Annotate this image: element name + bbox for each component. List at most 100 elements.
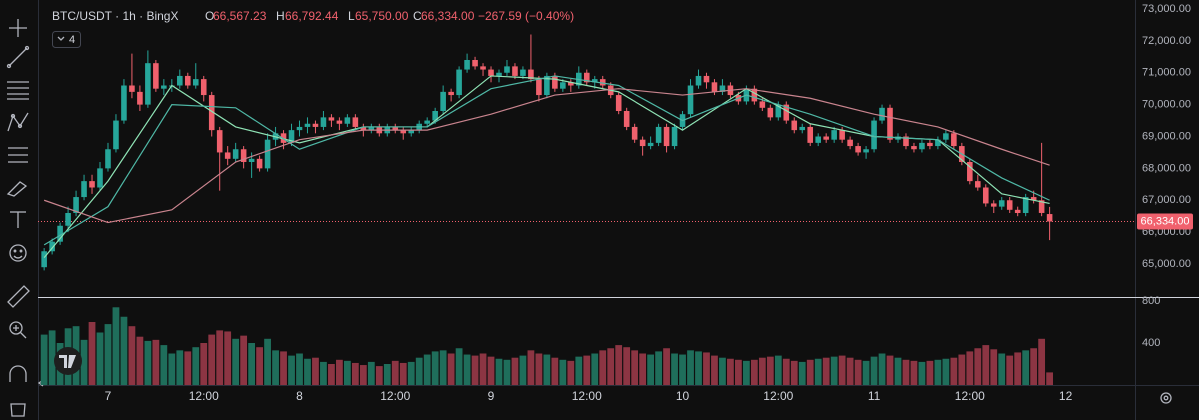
- volume-bar: [463, 354, 471, 385]
- candle-body: [783, 104, 790, 121]
- volume-bar: [383, 363, 391, 385]
- candle-body: [232, 149, 239, 159]
- delete-tool[interactable]: [10, 403, 26, 417]
- volume-bar: [144, 340, 152, 385]
- candle-body: [312, 123, 319, 127]
- candle-body: [687, 85, 694, 115]
- volume-bar: [838, 355, 846, 385]
- fib-tool[interactable]: [8, 147, 28, 163]
- crosshair-tool[interactable]: [9, 19, 27, 37]
- volume-bar: [343, 360, 351, 385]
- candle-body: [631, 126, 638, 140]
- volume-bar: [910, 360, 918, 385]
- volume-bar: [663, 348, 670, 385]
- candle-body: [184, 75, 191, 86]
- magnet-tool[interactable]: [9, 365, 27, 382]
- volume-bar: [583, 355, 591, 385]
- candle-body: [240, 149, 247, 162]
- volume-bar: [104, 324, 112, 385]
- candle-body: [751, 88, 758, 102]
- candle-body: [871, 120, 877, 150]
- volume-bar: [184, 351, 192, 385]
- candle-body: [496, 72, 502, 76]
- candle-body: [711, 82, 718, 92]
- candle-body: [863, 149, 869, 153]
- lines-tool[interactable]: [7, 81, 29, 100]
- emoji-tool[interactable]: [9, 244, 27, 262]
- x-tick-label: 12: [1059, 389, 1073, 403]
- candle-body: [89, 181, 95, 188]
- volume-bar: [990, 349, 998, 385]
- ruler-tool[interactable]: [7, 285, 30, 308]
- volume-bar: [359, 365, 367, 385]
- candle-body: [400, 130, 407, 134]
- candle-body: [1030, 197, 1037, 201]
- pattern-tool[interactable]: [7, 112, 29, 132]
- candle-body: [807, 126, 814, 143]
- volume-bar: [447, 353, 455, 385]
- volume-bar: [288, 355, 295, 385]
- volume-bar: [655, 351, 662, 385]
- candle-body: [847, 139, 853, 147]
- candle-body: [208, 95, 215, 131]
- candle-body: [815, 136, 821, 143]
- candle-body: [799, 126, 806, 131]
- candle-body: [536, 79, 542, 96]
- zoom-tool[interactable]: [9, 321, 27, 339]
- trendline-tool[interactable]: [6, 45, 30, 69]
- volume-bar: [647, 354, 655, 385]
- volume-bar: [208, 334, 216, 385]
- candle-body: [583, 72, 590, 83]
- volume-bar: [998, 353, 1006, 385]
- volume-bar: [224, 331, 232, 385]
- indicator-toggle[interactable]: 4: [52, 31, 81, 48]
- volume-bar: [774, 355, 782, 385]
- candle-body: [544, 75, 550, 96]
- volume-bar: [830, 356, 838, 385]
- settings-icon[interactable]: [1160, 392, 1172, 404]
- candle-body: [200, 79, 207, 96]
- candle-body: [97, 168, 103, 188]
- volume-bar: [88, 321, 96, 385]
- candle-body: [304, 123, 311, 127]
- volume-bar: [479, 353, 487, 385]
- candle-body: [831, 130, 837, 140]
- volume-bar: [567, 360, 575, 385]
- candle-body: [137, 91, 143, 105]
- volume-bar: [607, 348, 615, 385]
- volume-bar: [304, 358, 311, 385]
- text-tool[interactable]: [10, 211, 26, 228]
- candle-body: [73, 197, 79, 214]
- volume-bar: [120, 316, 128, 385]
- volume-bar: [639, 353, 647, 385]
- candle-body: [775, 104, 782, 118]
- volume-bar: [519, 355, 527, 385]
- last-price-badge: 66,334.00: [1137, 213, 1193, 230]
- volume-bar: [886, 355, 894, 385]
- volume-bar: [543, 354, 551, 385]
- volume-bar: [48, 330, 56, 385]
- volume-bar: [918, 361, 926, 385]
- volume-bar: [248, 342, 256, 385]
- candle-body: [440, 91, 446, 111]
- symbol-title: BTC/USDT · 1h · BingX: [52, 9, 178, 23]
- ohlc-key: C: [413, 9, 422, 23]
- x-tick-label: 12:00: [380, 389, 410, 403]
- volume-bar: [471, 355, 479, 385]
- candle-body: [975, 181, 981, 188]
- volume-bar: [870, 356, 878, 385]
- volume-bar: [1030, 348, 1038, 385]
- candle-body: [663, 126, 670, 147]
- candle-body: [560, 82, 566, 89]
- candle-body: [81, 181, 87, 198]
- candle-body: [839, 130, 845, 140]
- brush-tool[interactable]: [6, 181, 28, 197]
- candle-body: [352, 117, 359, 127]
- candle-body: [57, 225, 63, 242]
- candle-body: [336, 120, 343, 124]
- y-tick-label: 69,000.00: [1142, 130, 1191, 142]
- indicator-count: 4: [69, 34, 75, 46]
- volume-bar: [391, 360, 399, 385]
- candle-body: [280, 133, 287, 143]
